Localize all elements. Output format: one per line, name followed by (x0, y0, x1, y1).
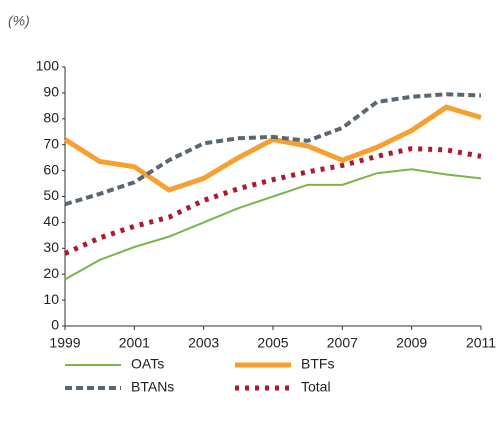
y-tick-label: 0 (51, 317, 59, 333)
y-tick-label: 40 (43, 213, 59, 229)
x-tick-label: 2001 (119, 335, 150, 351)
series-line (63, 146, 482, 256)
y-tick-label: 10 (43, 291, 59, 307)
y-tick-label: 60 (43, 161, 59, 177)
x-tick-label: 2011 (466, 335, 496, 351)
y-tick-label: 20 (43, 265, 59, 281)
y-tick-label: 80 (43, 110, 59, 126)
y-tick-label: 100 (36, 58, 60, 74)
x-tick-label: 2007 (327, 335, 358, 351)
series-line (64, 168, 482, 281)
series-line (63, 104, 482, 193)
y-tick-label: 30 (43, 239, 59, 255)
y-tick-label: 70 (43, 135, 59, 151)
x-tick-label: 1999 (49, 335, 80, 351)
y-tick-label: 90 (43, 84, 59, 100)
series-line (64, 92, 482, 207)
x-tick-label: 2005 (257, 335, 288, 351)
legend-label: BTANs (131, 379, 174, 395)
legend-label: BTFs (301, 356, 334, 372)
y-tick-label: 50 (43, 187, 59, 203)
legend-label: Total (301, 379, 331, 395)
legend-label: OATs (131, 356, 164, 372)
x-tick-label: 2009 (396, 335, 427, 351)
y-axis-label: (%) (8, 13, 30, 29)
x-tick-label: 2003 (188, 335, 219, 351)
